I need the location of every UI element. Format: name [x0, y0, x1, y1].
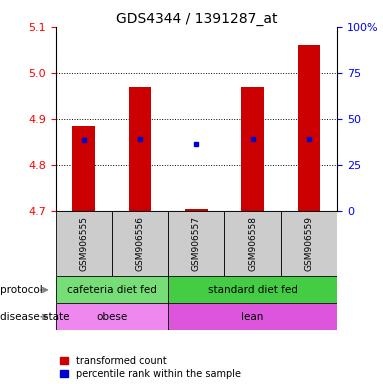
Bar — [281, 211, 337, 276]
Bar — [168, 211, 224, 276]
Text: GSM906556: GSM906556 — [136, 216, 144, 271]
Bar — [56, 211, 112, 276]
Bar — [241, 87, 264, 211]
Text: obese: obese — [96, 312, 128, 322]
Text: GSM906557: GSM906557 — [192, 216, 201, 271]
Legend: transformed count, percentile rank within the sample: transformed count, percentile rank withi… — [61, 356, 241, 379]
Bar — [168, 276, 337, 303]
Text: standard diet fed: standard diet fed — [208, 285, 298, 295]
Bar — [129, 87, 151, 211]
Bar — [56, 303, 168, 330]
Text: GSM906559: GSM906559 — [304, 216, 313, 271]
Text: disease state: disease state — [0, 312, 69, 322]
Text: cafeteria diet fed: cafeteria diet fed — [67, 285, 157, 295]
Bar — [112, 211, 168, 276]
Bar — [56, 276, 168, 303]
Title: GDS4344 / 1391287_at: GDS4344 / 1391287_at — [116, 12, 277, 26]
Bar — [185, 209, 208, 211]
Text: GSM906555: GSM906555 — [79, 216, 88, 271]
Text: protocol: protocol — [0, 285, 43, 295]
Bar — [72, 126, 95, 211]
Bar — [224, 211, 281, 276]
Text: GSM906558: GSM906558 — [248, 216, 257, 271]
Text: lean: lean — [241, 312, 264, 322]
Bar — [168, 303, 337, 330]
Bar — [298, 45, 320, 211]
